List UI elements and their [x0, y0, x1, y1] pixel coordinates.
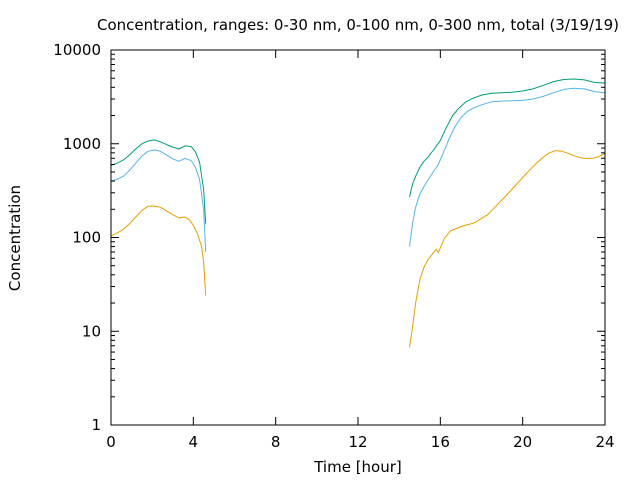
series-1-line-segment-1	[110, 205, 207, 296]
series-3-line-segment-1	[110, 139, 207, 224]
x-tick-label: 20	[513, 433, 532, 451]
x-axis-title: Time [hour]	[313, 458, 402, 476]
chart-title: Concentration, ranges: 0-30 nm, 0-100 nm…	[97, 16, 619, 34]
x-tick-label: 16	[431, 433, 450, 451]
x-tick-label: 4	[189, 433, 199, 451]
y-tick-label: 1	[91, 416, 101, 434]
plot-frame	[110, 49, 606, 426]
series-2-line-segment-2	[409, 87, 606, 247]
series-3-line-segment-2	[409, 78, 606, 198]
y-tick-label: 10000	[53, 41, 101, 59]
x-tick-label: 24	[595, 433, 614, 451]
y-tick-label: 10	[82, 322, 101, 340]
y-axis-title: Concentration	[6, 185, 24, 291]
y-tick-label: 100	[72, 229, 101, 247]
x-tick-label: 8	[271, 433, 281, 451]
y-axis: 1 10 100 1000 10000	[53, 41, 605, 434]
series-2-line-segment-1	[110, 149, 207, 253]
x-tick-label: 0	[106, 433, 116, 451]
plot-lines	[110, 78, 606, 348]
x-tick-label: 12	[348, 433, 367, 451]
series-1-line-segment-2	[409, 150, 606, 348]
x-axis: 0 4 8 12 16 20 24	[106, 50, 615, 451]
y-tick-label: 1000	[63, 135, 101, 153]
